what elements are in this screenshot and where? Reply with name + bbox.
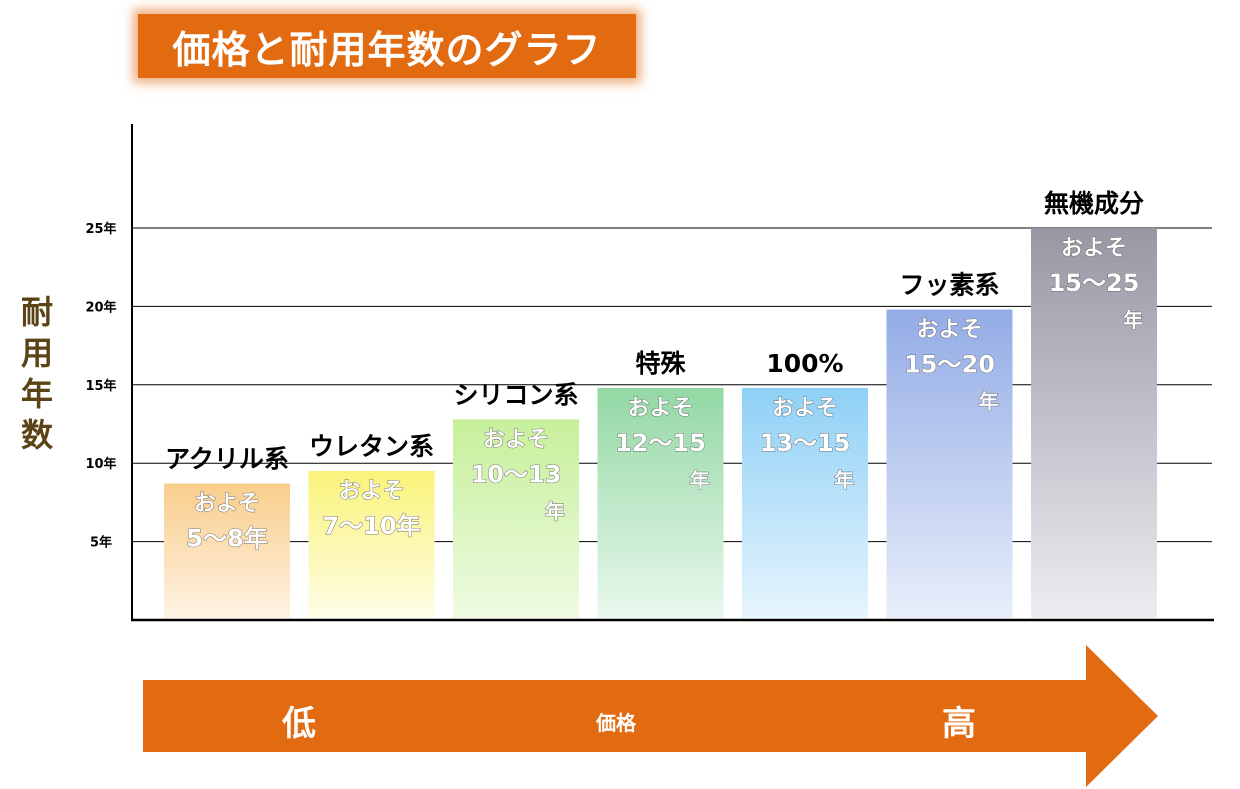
bar: [453, 419, 579, 618]
bar-data-label: およそ: [627, 396, 693, 421]
price-high-label: 高: [942, 704, 976, 744]
category-label: 無機成分: [1044, 189, 1144, 218]
bar-data-label: およそ: [194, 492, 260, 517]
y-axis-label: 耐 用 年 数: [20, 293, 53, 454]
bar-data-label: 年: [690, 468, 710, 492]
y-tick-label: 15年: [85, 378, 116, 394]
category-label: アクリル系: [165, 445, 289, 474]
category-label: シリコン系: [453, 380, 578, 409]
bar-data-label: 年: [545, 499, 565, 523]
price-arrow-shape: [143, 645, 1158, 787]
y-tick-label: 20年: [85, 299, 116, 315]
category-label: 特殊: [635, 349, 686, 378]
bar: [597, 387, 724, 618]
bar: [308, 471, 435, 618]
bar-data-label: およそ: [916, 318, 982, 343]
bar-data-label: およそ: [772, 396, 838, 421]
bar-data-label: およそ: [483, 427, 549, 452]
y-tick-label: 25年: [85, 221, 116, 237]
bar: [886, 309, 1013, 618]
bar-data-label: 12～15: [615, 429, 706, 457]
category-label: ウレタン系: [309, 432, 434, 461]
bar: [742, 387, 868, 618]
price-low-label: 低: [282, 704, 316, 744]
bar-chart: アクリル系およそ5～8年ウレタン系およそ7～10年シリコン系およそ10～13年特…: [85, 124, 1214, 622]
category-label: フッ素系: [899, 271, 999, 300]
bar-data-label: 13～15: [760, 429, 851, 457]
y-tick-label: 10年: [85, 456, 116, 472]
bar-data-label: 年: [1123, 308, 1143, 332]
bar-data-label: 15～25: [1049, 269, 1140, 297]
bar-data-label: 7～10年: [322, 512, 420, 540]
chart-title: 価格と耐用年数のグラフ: [138, 14, 636, 78]
price-axis-label: 価格: [596, 711, 636, 735]
category-label: 100%: [766, 349, 843, 378]
bar-data-label: およそ: [338, 479, 404, 504]
bar-data-label: 年: [979, 390, 999, 414]
bar-data-label: 年: [834, 468, 854, 492]
bar: [164, 483, 290, 618]
bar-data-label: およそ: [1061, 236, 1127, 261]
y-tick-label: 5年: [90, 535, 112, 551]
bar-data-label: 10～13: [471, 460, 562, 488]
bar-data-label: 15～20: [904, 351, 995, 379]
bar: [1031, 228, 1157, 618]
bar-data-label: 5～8年: [186, 525, 267, 553]
